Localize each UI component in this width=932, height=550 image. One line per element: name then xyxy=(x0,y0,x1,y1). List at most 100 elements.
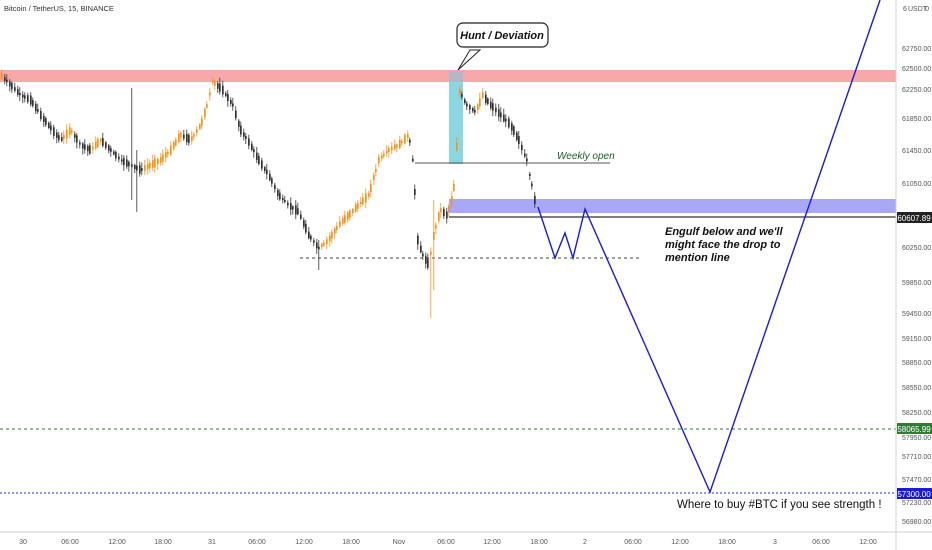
price-tag-green: 58065.99 xyxy=(897,425,931,434)
candle xyxy=(466,101,468,111)
candle xyxy=(334,226,336,239)
currency-label[interactable]: USDT xyxy=(908,6,928,13)
candle xyxy=(222,80,224,98)
candle-body xyxy=(284,199,286,203)
x-tick-label: 18:00 xyxy=(342,539,360,546)
candle xyxy=(508,116,510,129)
candle-body xyxy=(378,156,380,164)
candle-body xyxy=(27,95,29,102)
candle xyxy=(186,129,188,146)
candle-body xyxy=(193,134,195,137)
candle-body xyxy=(344,215,346,223)
candle xyxy=(474,105,476,116)
candle xyxy=(349,209,351,221)
candle xyxy=(238,119,240,132)
candle xyxy=(521,141,523,155)
candle-body xyxy=(264,167,266,171)
candle-body xyxy=(105,142,107,148)
candle xyxy=(355,201,357,213)
candle xyxy=(113,149,115,156)
candle-body xyxy=(196,129,198,133)
candle-body xyxy=(433,232,435,240)
candle xyxy=(448,203,450,218)
symbol-title[interactable]: Bitcoin / TetherUS, 15, BINANCE xyxy=(4,4,114,13)
candle-body xyxy=(446,211,448,219)
candle xyxy=(35,101,37,114)
candle-body xyxy=(277,190,279,196)
candle xyxy=(227,90,229,107)
candle-body xyxy=(243,132,245,137)
candle-body xyxy=(209,92,211,96)
candle-body xyxy=(160,157,162,163)
candle-body xyxy=(48,122,50,128)
candle-body xyxy=(529,173,531,177)
x-tick-label: 06:00 xyxy=(812,539,830,546)
candle xyxy=(79,139,81,149)
candle-body xyxy=(474,109,476,113)
candle-body xyxy=(352,209,354,213)
candle-body xyxy=(342,218,344,224)
candle xyxy=(17,85,19,97)
y-tick-label: 59450.00 xyxy=(902,311,931,318)
candle xyxy=(331,229,333,244)
price-tag-blue-bg xyxy=(897,488,932,499)
candle xyxy=(323,239,325,247)
candle-body xyxy=(108,145,110,151)
candle xyxy=(534,192,536,208)
candle-body xyxy=(167,151,169,155)
candle xyxy=(443,206,445,219)
support-zone xyxy=(449,199,896,213)
candle-body xyxy=(456,142,458,151)
candle xyxy=(303,217,305,230)
candle-body xyxy=(399,139,401,149)
candle xyxy=(451,191,453,209)
candle xyxy=(435,222,437,235)
candle-body xyxy=(24,95,26,99)
x-tick-label: 12:00 xyxy=(859,539,877,546)
candle-body xyxy=(287,202,289,206)
y-tick-label: 62250.00 xyxy=(902,87,931,94)
currency-suffix: 0 xyxy=(925,6,929,13)
candle-body xyxy=(87,145,89,152)
candle xyxy=(422,250,424,260)
candle xyxy=(154,154,156,173)
candle xyxy=(30,92,32,107)
candle-body xyxy=(32,100,34,106)
candle-body xyxy=(386,150,388,154)
candle xyxy=(199,123,201,130)
hunt-callout-pointer xyxy=(457,49,482,71)
candle xyxy=(217,81,219,93)
candle xyxy=(4,73,6,85)
candle xyxy=(373,172,375,185)
candle xyxy=(274,182,276,193)
candle-body xyxy=(126,159,128,167)
candle-body xyxy=(347,212,349,220)
candle xyxy=(388,145,390,158)
candle-body xyxy=(404,134,406,144)
candle-body xyxy=(248,138,250,146)
candle-body xyxy=(297,208,299,215)
candle xyxy=(300,210,302,220)
candle xyxy=(225,91,227,98)
candle xyxy=(511,120,513,135)
candle-body xyxy=(422,253,424,257)
candle-body xyxy=(414,189,416,195)
candle-body xyxy=(508,118,510,128)
candle-body xyxy=(1,73,3,79)
candle xyxy=(464,97,466,105)
candle-body xyxy=(123,157,125,166)
candle xyxy=(261,157,263,171)
y-tick-label: 56980.00 xyxy=(902,519,931,526)
candle-body xyxy=(357,203,359,209)
candle xyxy=(394,139,396,151)
x-tick-label: 12:00 xyxy=(671,539,689,546)
candle-body xyxy=(134,164,136,170)
candle xyxy=(19,87,21,102)
candle-body xyxy=(115,151,117,159)
weekly-open-label: Weekly open xyxy=(557,151,615,162)
candle xyxy=(84,139,86,154)
candle xyxy=(1,69,3,81)
candle xyxy=(32,97,34,108)
candle xyxy=(357,200,359,213)
